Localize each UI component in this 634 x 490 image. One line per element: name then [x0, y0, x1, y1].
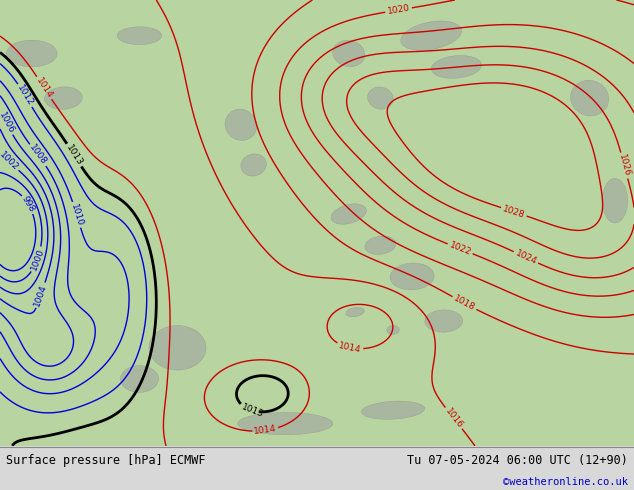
Ellipse shape — [346, 307, 365, 317]
Ellipse shape — [602, 178, 628, 223]
Ellipse shape — [361, 401, 425, 419]
Text: Tu 07-05-2024 06:00 UTC (12+90): Tu 07-05-2024 06:00 UTC (12+90) — [407, 454, 628, 466]
Ellipse shape — [117, 27, 162, 45]
Text: 1012: 1012 — [15, 83, 35, 107]
Text: 1004: 1004 — [33, 283, 49, 308]
Text: ©weatheronline.co.uk: ©weatheronline.co.uk — [503, 477, 628, 487]
Text: 1006: 1006 — [0, 110, 16, 135]
Text: 1026: 1026 — [617, 153, 631, 178]
Text: 1010: 1010 — [69, 202, 84, 227]
Text: 1014: 1014 — [253, 424, 277, 437]
Text: 998: 998 — [20, 195, 37, 214]
Ellipse shape — [368, 87, 393, 109]
Ellipse shape — [331, 204, 366, 224]
Text: 1002: 1002 — [0, 150, 20, 172]
Text: 1024: 1024 — [514, 248, 538, 266]
Text: 1028: 1028 — [501, 204, 526, 220]
Text: 1014: 1014 — [338, 341, 362, 354]
Ellipse shape — [390, 263, 434, 290]
Ellipse shape — [571, 80, 609, 116]
Text: 1013: 1013 — [64, 143, 84, 167]
Text: 1020: 1020 — [387, 4, 411, 16]
Ellipse shape — [241, 154, 266, 176]
Text: 1016: 1016 — [443, 406, 465, 430]
Text: 1013: 1013 — [240, 402, 264, 419]
Ellipse shape — [225, 109, 257, 141]
Text: 1018: 1018 — [452, 294, 477, 313]
Ellipse shape — [365, 236, 396, 254]
Ellipse shape — [425, 310, 463, 332]
Ellipse shape — [431, 55, 482, 78]
Ellipse shape — [44, 87, 82, 109]
Text: 1000: 1000 — [29, 247, 46, 272]
Ellipse shape — [149, 325, 206, 370]
Ellipse shape — [238, 413, 333, 435]
Ellipse shape — [387, 325, 399, 334]
Ellipse shape — [120, 366, 158, 392]
Ellipse shape — [401, 21, 462, 50]
Text: 1022: 1022 — [448, 241, 472, 257]
Text: 1014: 1014 — [34, 76, 54, 100]
Ellipse shape — [333, 40, 365, 67]
Ellipse shape — [6, 40, 57, 67]
Text: 1008: 1008 — [27, 143, 48, 167]
Text: Surface pressure [hPa] ECMWF: Surface pressure [hPa] ECMWF — [6, 454, 206, 466]
